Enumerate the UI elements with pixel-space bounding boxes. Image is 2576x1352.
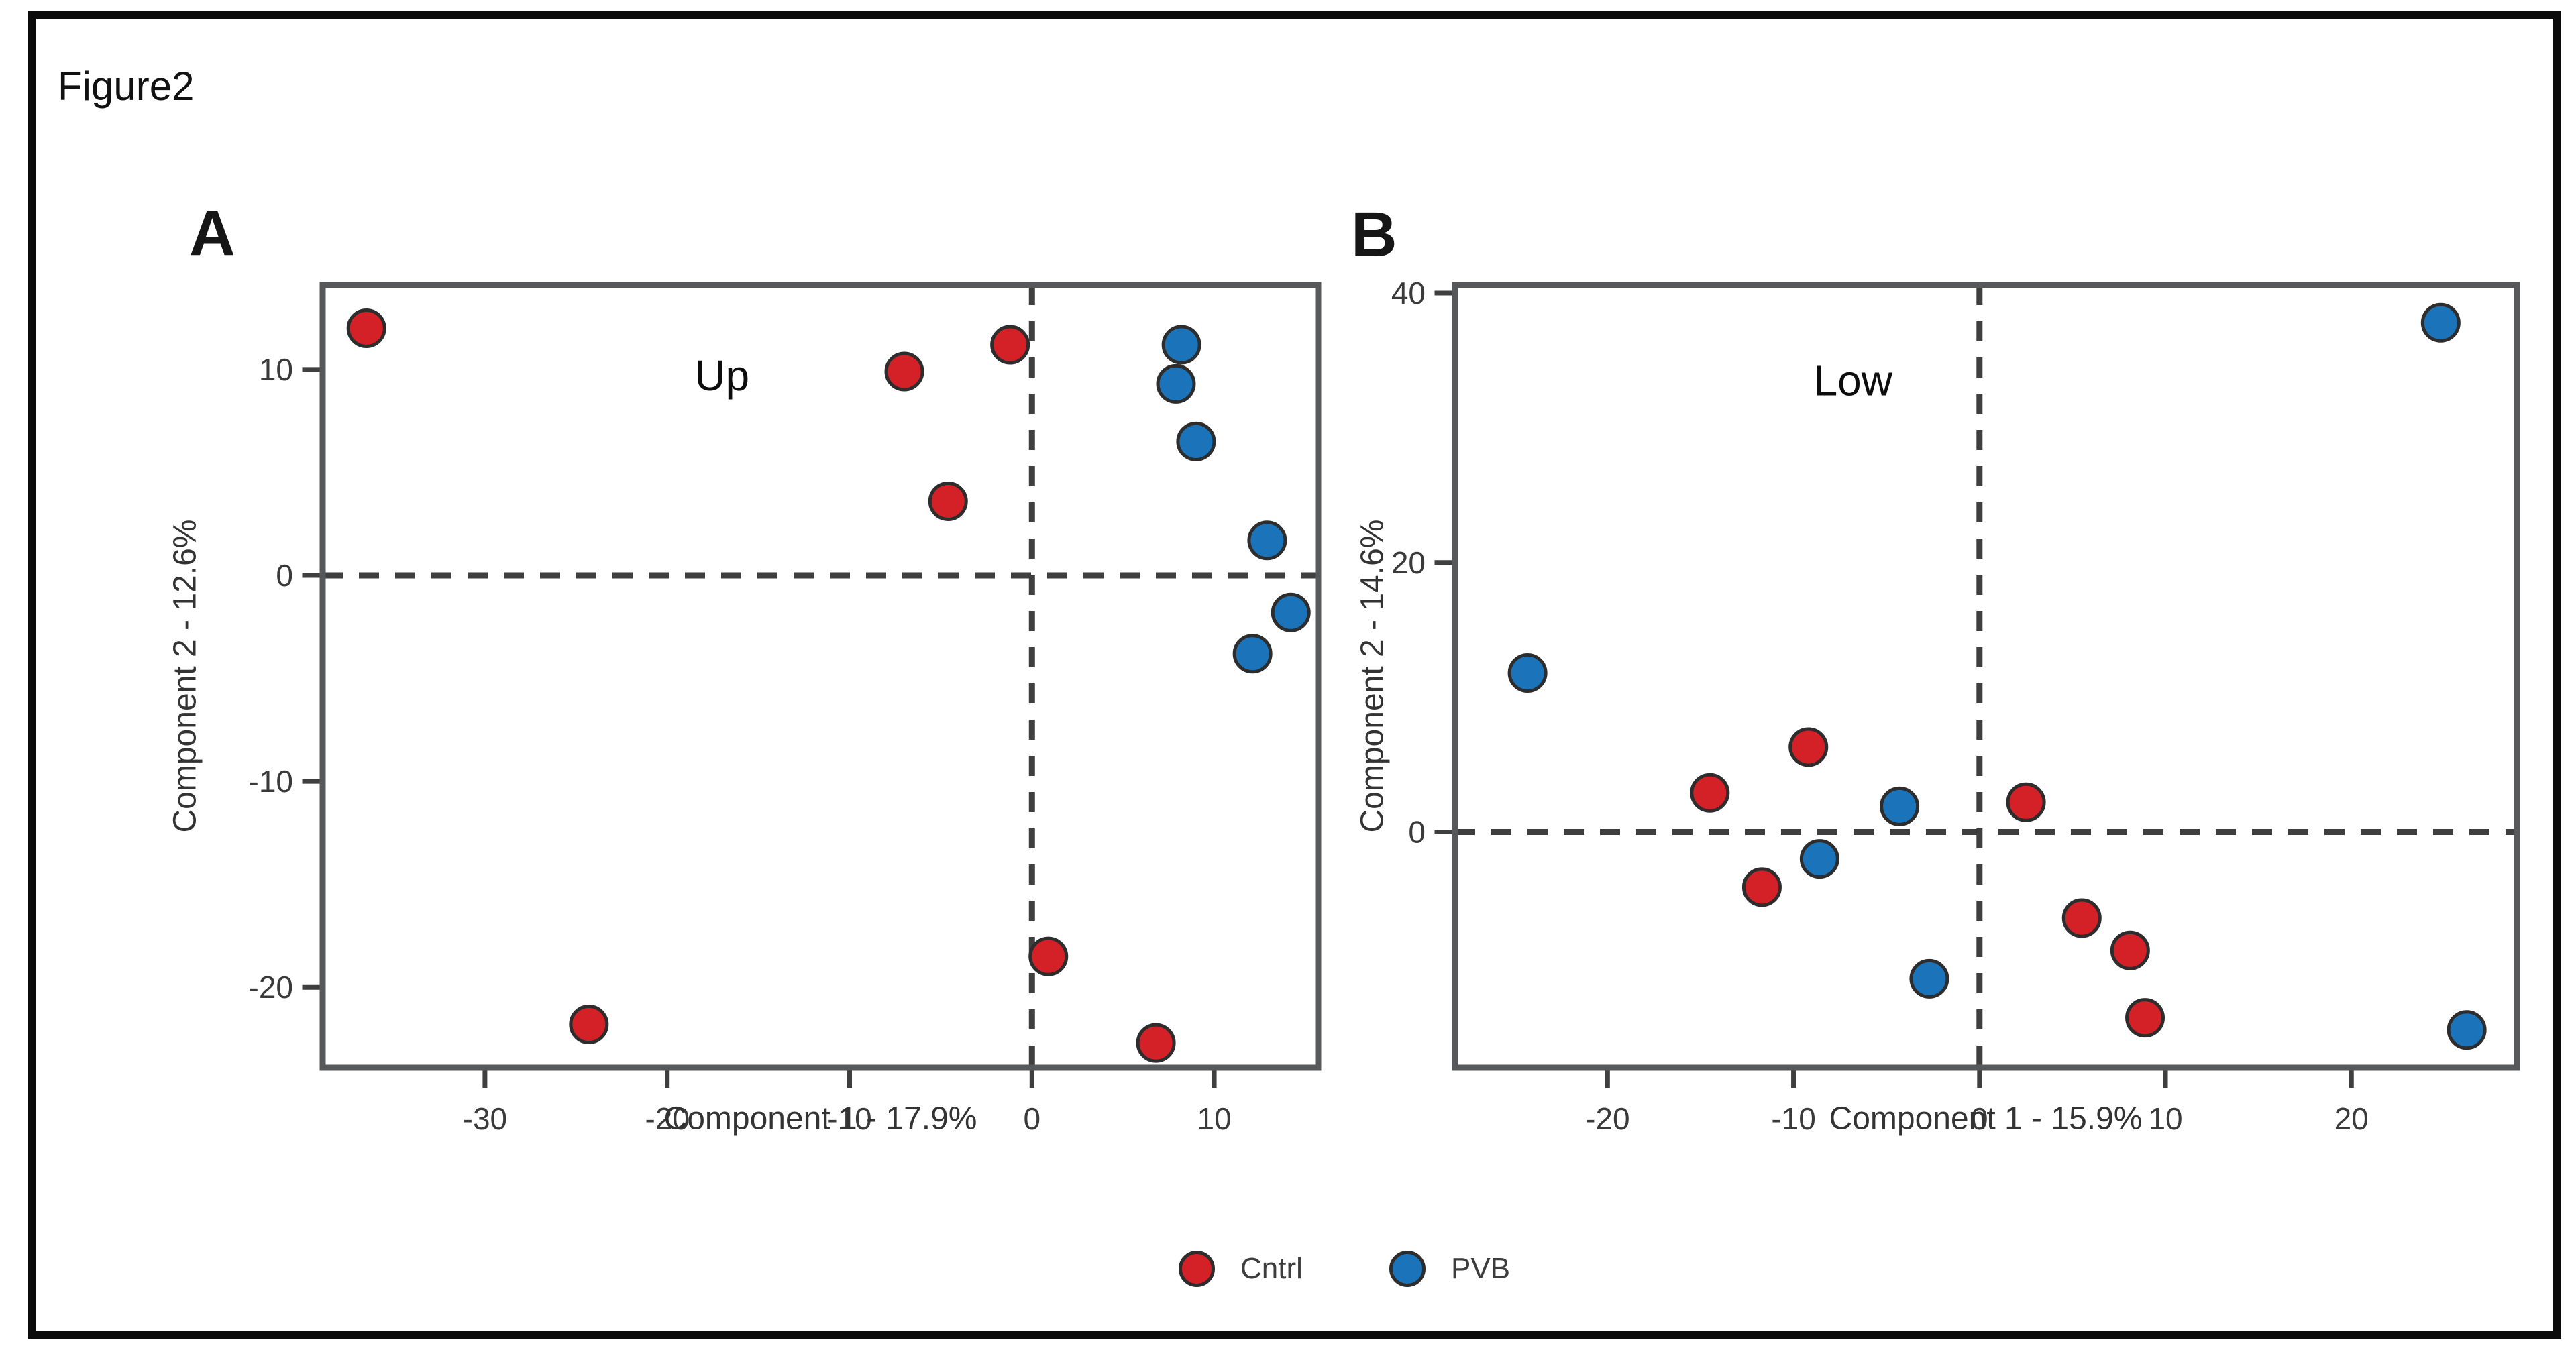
panel-a-y-tick-label: -10 bbox=[249, 764, 293, 799]
data-point-cntrl bbox=[1690, 773, 1730, 813]
panel-a-frame bbox=[319, 282, 1322, 1071]
panel-a-y-tick-label: 0 bbox=[276, 558, 293, 593]
data-point-pvb bbox=[1880, 786, 1920, 826]
panel-b-x-axis-label: Component 1 - 15.9% bbox=[1829, 1101, 2143, 1137]
panel-b-x-tick-label: 0 bbox=[1971, 1101, 1988, 1136]
data-point-pvb bbox=[1247, 520, 1287, 561]
panel-b-y-tick-label: 20 bbox=[1391, 545, 1426, 580]
panel-b-x-tick-label: -20 bbox=[1585, 1101, 1629, 1136]
data-point-cntrl bbox=[884, 351, 924, 392]
data-point-pvb bbox=[1799, 839, 1839, 879]
panel-a-x-tick-label: -20 bbox=[645, 1101, 689, 1136]
data-point-pvb bbox=[1156, 363, 1196, 404]
data-point-cntrl bbox=[928, 481, 968, 521]
panel-b-x-tick-label: 10 bbox=[2148, 1101, 2182, 1136]
data-point-pvb bbox=[1176, 421, 1216, 461]
panel-a-x-tick-label: 0 bbox=[1023, 1101, 1040, 1136]
data-point-cntrl bbox=[1136, 1023, 1176, 1063]
data-point-cntrl bbox=[569, 1005, 609, 1045]
panel-a-x-tick-label: -10 bbox=[827, 1101, 871, 1136]
data-point-pvb bbox=[1507, 653, 1548, 693]
panel-b-y-tick-label: 0 bbox=[1408, 814, 1426, 849]
data-point-cntrl bbox=[2061, 898, 2102, 938]
data-point-cntrl bbox=[1028, 936, 1069, 976]
panel-b-x-tick-label: -10 bbox=[1771, 1101, 1815, 1136]
panel-a-y-tick-label: 10 bbox=[259, 352, 293, 387]
data-point-pvb bbox=[1161, 325, 1201, 365]
panel-b-y-tick-label: 40 bbox=[1391, 276, 1426, 311]
data-point-cntrl bbox=[2125, 998, 2165, 1038]
panel-a-label: A bbox=[189, 198, 235, 269]
data-point-cntrl bbox=[1788, 727, 1829, 767]
data-point-cntrl bbox=[346, 308, 386, 348]
panel-a-y-axis-label: Component 2 - 12.6% bbox=[167, 519, 203, 833]
data-point-cntrl bbox=[2006, 782, 2046, 822]
panel-a-x-tick-label: -30 bbox=[463, 1101, 507, 1136]
legend-item-pvb: PVB bbox=[1389, 1251, 1510, 1287]
legend-label-pvb: PVB bbox=[1451, 1252, 1511, 1285]
pvb-marker-icon bbox=[1389, 1251, 1426, 1287]
panel-a-annotation: Up bbox=[694, 351, 749, 400]
legend-item-cntrl: Cntrl bbox=[1179, 1251, 1303, 1287]
data-point-pvb bbox=[1271, 592, 1311, 632]
panel-b-annotation: Low bbox=[1814, 357, 1893, 405]
panel-a-x-axis-label: Component 1 - 17.9% bbox=[663, 1101, 977, 1137]
data-point-cntrl bbox=[1741, 867, 1782, 907]
panel-a-plot: -30 -20 -10 0 10 10 0 -10 -20 Up bbox=[249, 282, 1322, 1136]
data-point-pvb bbox=[1232, 634, 1273, 674]
data-point-cntrl bbox=[2110, 930, 2150, 970]
data-point-pvb bbox=[1909, 958, 1949, 999]
panel-b-x-tick-label: 20 bbox=[2334, 1101, 2369, 1136]
data-point-pvb bbox=[2447, 1010, 2487, 1050]
data-point-cntrl bbox=[990, 325, 1030, 365]
panel-b-frame bbox=[1452, 282, 2520, 1071]
panel-a-x-tick-label: 10 bbox=[1197, 1101, 1231, 1136]
figure-title: Figure2 bbox=[58, 64, 195, 109]
legend-label-cntrl: Cntrl bbox=[1240, 1252, 1303, 1285]
panel-a-y-tick-label: -20 bbox=[249, 970, 293, 1005]
figure-border bbox=[28, 11, 2561, 1339]
panel-b-label: B bbox=[1351, 199, 1397, 270]
cntrl-marker-icon bbox=[1179, 1251, 1215, 1287]
data-point-pvb bbox=[2420, 302, 2461, 343]
panel-b-y-axis-label: Component 2 - 14.6% bbox=[1354, 519, 1391, 833]
panel-b-plot: -20 -10 0 10 20 40 20 0 Low bbox=[1391, 276, 2520, 1136]
